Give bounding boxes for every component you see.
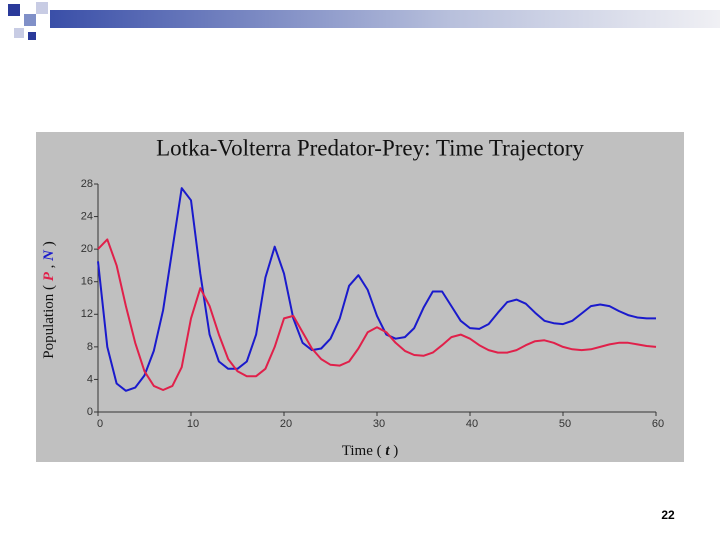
line-series bbox=[97, 238, 657, 391]
decor-square bbox=[28, 32, 36, 40]
y-label-part: ) bbox=[41, 241, 57, 246]
decor-square bbox=[8, 4, 20, 16]
chart-panel bbox=[36, 132, 684, 462]
y-tick-label: 16 bbox=[81, 276, 93, 288]
y-tick-label: 4 bbox=[87, 373, 93, 385]
y-tick-label: 28 bbox=[81, 178, 93, 190]
x-tick-label: 60 bbox=[652, 418, 664, 430]
header-bar bbox=[50, 10, 720, 28]
x-label-part: Time ( bbox=[342, 443, 382, 459]
decor-square bbox=[36, 2, 48, 14]
y-tick-label: 12 bbox=[81, 308, 93, 320]
x-tick-label: 40 bbox=[466, 418, 478, 430]
y-label-part: , bbox=[41, 265, 57, 269]
decor-square bbox=[14, 28, 24, 38]
page-number: 22 bbox=[661, 508, 675, 522]
decor-square bbox=[24, 14, 36, 26]
x-tick-label: 20 bbox=[280, 418, 292, 430]
y-label-part: N bbox=[41, 249, 57, 262]
y-tick-label: 0 bbox=[87, 406, 93, 418]
x-tick-label: 30 bbox=[373, 418, 385, 430]
y-label-part: P bbox=[41, 271, 57, 281]
x-label-part: ) bbox=[393, 443, 398, 459]
x-tick-label: 10 bbox=[187, 418, 199, 430]
x-label-part: t bbox=[385, 443, 390, 459]
line-series bbox=[97, 187, 656, 392]
x-axis-label: Time ( t ) bbox=[342, 443, 399, 459]
y-axis-label: Population ( P , N ) bbox=[41, 241, 57, 359]
x-tick-label: 0 bbox=[97, 418, 103, 430]
y-tick-label: 8 bbox=[87, 341, 93, 353]
chart-title: Lotka-Volterra Predator-Prey: Time Traje… bbox=[156, 135, 584, 160]
y-tick-label: 24 bbox=[81, 210, 93, 222]
x-tick-label: 50 bbox=[559, 418, 571, 430]
y-tick-label: 20 bbox=[81, 243, 93, 255]
y-label-part: Population ( bbox=[41, 285, 57, 359]
